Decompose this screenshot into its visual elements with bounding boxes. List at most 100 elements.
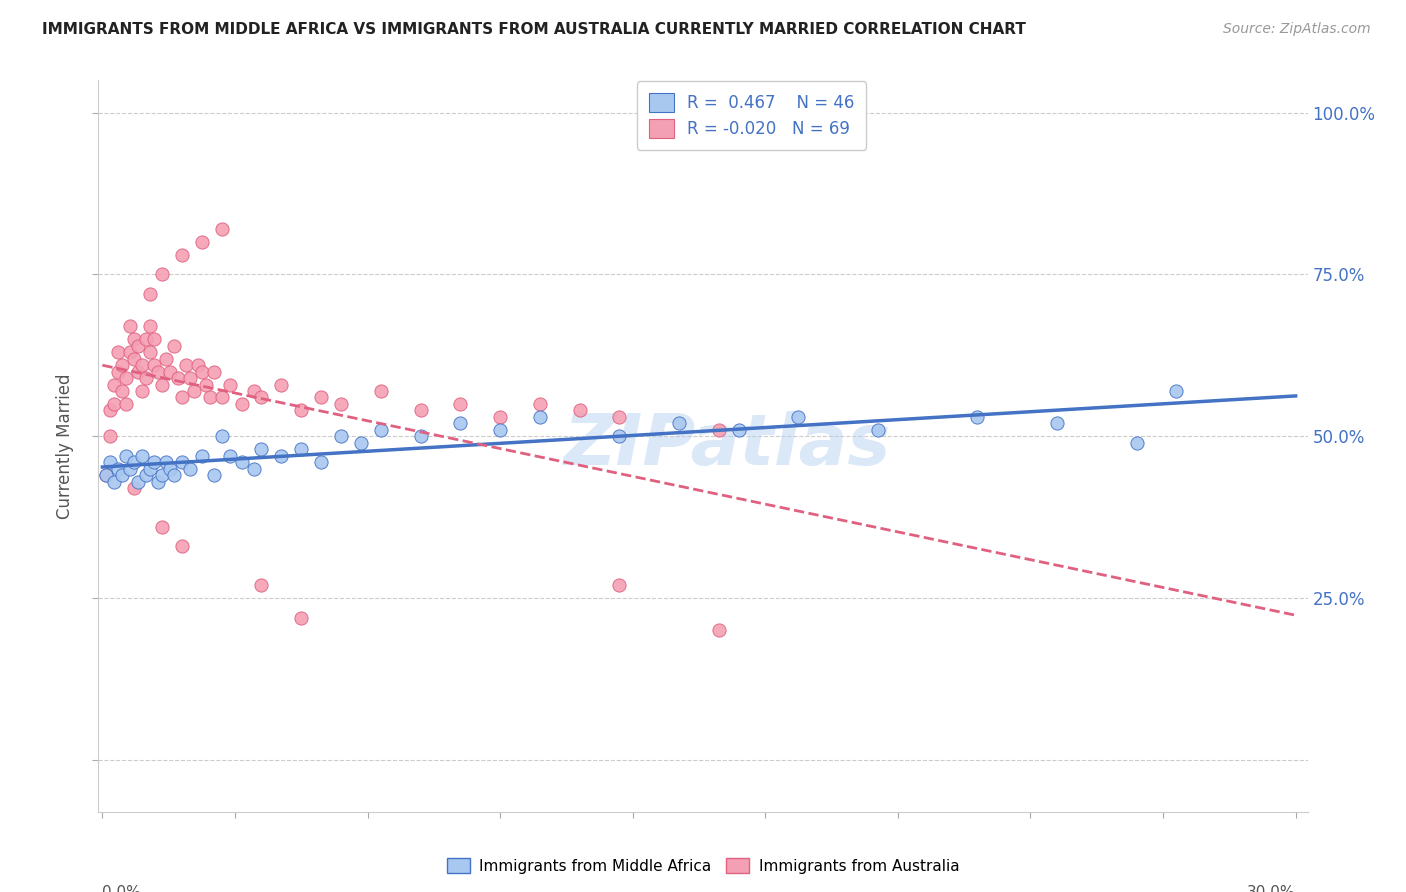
Point (170, 391, 193, 405)
Point (568, 403, 591, 417)
Text: IMMIGRANTS FROM MIDDLE AFRICA VS IMMIGRANTS FROM AUSTRALIA CURRENTLY MARRIED COR: IMMIGRANTS FROM MIDDLE AFRICA VS IMMIGRA… (42, 22, 1026, 37)
Point (198, 391, 221, 405)
Point (163, 339, 186, 353)
Point (115, 397, 138, 411)
Point (489, 409, 512, 424)
Point (98, 403, 121, 417)
Point (127, 475, 149, 489)
Point (150, 377, 173, 392)
Point (409, 403, 432, 417)
Point (103, 377, 125, 392)
Point (609, 429, 631, 443)
Point (135, 332, 157, 346)
Point (163, 468, 186, 483)
Point (350, 435, 373, 450)
Point (609, 409, 631, 424)
Point (668, 417, 690, 431)
Point (103, 397, 125, 411)
Point (727, 423, 749, 437)
Point (135, 371, 157, 385)
Point (122, 481, 145, 495)
Point (707, 423, 730, 437)
Point (191, 365, 214, 379)
Point (194, 377, 217, 392)
Point (159, 461, 181, 475)
Point (155, 455, 177, 469)
Point (131, 384, 153, 398)
Point (111, 384, 134, 398)
Legend: R =  0.467    N = 46, R = -0.020   N = 69: R = 0.467 N = 46, R = -0.020 N = 69 (637, 81, 866, 150)
Point (96, 468, 118, 483)
Point (127, 365, 149, 379)
Point (242, 461, 264, 475)
Point (290, 610, 312, 624)
Point (409, 429, 432, 443)
Point (179, 461, 201, 475)
Point (183, 384, 205, 398)
Y-axis label: Currently Married: Currently Married (56, 373, 75, 519)
Point (309, 391, 332, 405)
Point (202, 365, 225, 379)
Point (111, 358, 134, 372)
Point (131, 358, 153, 372)
Point (111, 468, 134, 483)
Point (96, 468, 118, 483)
Point (127, 339, 149, 353)
Point (143, 358, 166, 372)
Point (107, 345, 129, 359)
Point (231, 455, 253, 469)
Point (787, 409, 810, 424)
Point (146, 475, 169, 489)
Point (270, 449, 292, 463)
Point (122, 351, 145, 366)
Text: 0.0%: 0.0% (103, 885, 141, 892)
Point (330, 429, 353, 443)
Point (449, 417, 471, 431)
Point (150, 468, 173, 483)
Point (290, 403, 312, 417)
Point (449, 397, 471, 411)
Point (202, 468, 225, 483)
Point (211, 429, 233, 443)
Point (131, 449, 153, 463)
Point (1046, 417, 1069, 431)
Point (170, 539, 193, 553)
Point (122, 455, 145, 469)
Point (218, 377, 240, 392)
Point (139, 286, 162, 301)
Point (1166, 384, 1188, 398)
Point (146, 365, 169, 379)
Point (250, 442, 273, 457)
Point (143, 332, 166, 346)
Legend: Immigrants from Middle Africa, Immigrants from Australia: Immigrants from Middle Africa, Immigrant… (440, 852, 966, 880)
Point (174, 358, 197, 372)
Point (98, 455, 121, 469)
Point (150, 268, 173, 282)
Point (135, 468, 157, 483)
Point (115, 371, 138, 385)
Text: 30.0%: 30.0% (1247, 885, 1296, 892)
Point (529, 397, 551, 411)
Point (103, 475, 125, 489)
Point (609, 578, 631, 592)
Point (191, 235, 214, 249)
Point (250, 578, 273, 592)
Point (1125, 435, 1147, 450)
Point (120, 319, 142, 334)
Point (529, 409, 551, 424)
Point (211, 391, 233, 405)
Point (866, 423, 889, 437)
Point (370, 423, 392, 437)
Point (167, 371, 190, 385)
Point (187, 358, 209, 372)
Point (139, 319, 162, 334)
Point (139, 345, 162, 359)
Text: ZIPatlas: ZIPatlas (564, 411, 891, 481)
Point (211, 222, 233, 236)
Point (122, 332, 145, 346)
Point (107, 461, 129, 475)
Point (270, 377, 292, 392)
Point (120, 461, 142, 475)
Point (170, 455, 193, 469)
Point (98, 429, 121, 443)
